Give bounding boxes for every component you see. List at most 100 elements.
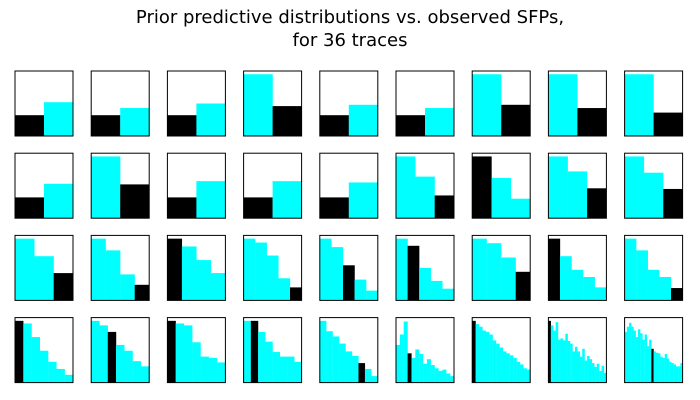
prior-bar <box>56 368 65 383</box>
prior-bar <box>442 369 447 383</box>
prior-bar <box>415 176 435 219</box>
prior-bar <box>48 361 57 383</box>
panel-frame <box>90 317 150 384</box>
prior-bar <box>584 360 588 383</box>
panel-frame <box>166 70 226 137</box>
panel <box>243 317 303 384</box>
prior-bar <box>34 256 54 301</box>
observed-bar <box>358 363 366 383</box>
prior-bar <box>596 363 600 383</box>
prior-bar <box>31 337 41 383</box>
panel <box>395 317 455 384</box>
prior-bar <box>574 346 578 383</box>
observed-bar <box>167 197 197 219</box>
prior-bar <box>509 355 514 383</box>
prior-bar <box>132 361 142 383</box>
prior-bar <box>492 340 497 383</box>
panel <box>319 317 379 384</box>
prior-bar <box>501 257 516 301</box>
panel <box>319 70 379 137</box>
observed-bar <box>671 288 683 301</box>
prior-bar <box>591 363 595 383</box>
prior-bar <box>560 338 564 383</box>
panel-frame <box>471 234 531 301</box>
prior-bar <box>294 361 302 383</box>
panel-frame <box>395 70 455 137</box>
prior-bar <box>647 269 660 301</box>
panel <box>624 317 684 384</box>
prior-bar <box>266 255 279 301</box>
prior-bar <box>399 334 404 383</box>
prior-bar <box>594 287 607 301</box>
prior-bar <box>571 269 584 301</box>
panel <box>90 152 150 219</box>
prior-bar <box>680 363 683 383</box>
prior-bar <box>332 336 340 383</box>
prior-bar <box>646 346 650 383</box>
prior-bar <box>642 339 645 383</box>
prior-bar <box>526 369 531 383</box>
panel <box>471 317 531 384</box>
panel-frame <box>166 317 226 384</box>
prior-bar <box>633 330 636 383</box>
prior-bar <box>278 278 291 301</box>
prior-bar <box>624 238 637 301</box>
panel <box>395 152 455 219</box>
panel <box>90 70 150 137</box>
prior-bar <box>64 374 74 383</box>
prior-bar <box>519 364 524 383</box>
observed-bar <box>243 197 273 219</box>
prior-bar <box>570 343 573 383</box>
prior-bar <box>523 368 527 383</box>
panel-frame <box>547 234 607 301</box>
panel <box>166 152 226 219</box>
observed-bar <box>663 188 683 219</box>
prior-bar <box>675 366 679 383</box>
prior-bar <box>192 342 201 383</box>
prior-bar <box>364 368 372 383</box>
prior-bar <box>594 367 597 383</box>
prior-bar <box>124 350 133 383</box>
prior-bar <box>272 352 280 383</box>
prior-bar <box>258 331 266 383</box>
prior-bar <box>181 246 197 301</box>
panel <box>166 317 226 384</box>
prior-bar <box>105 250 121 301</box>
prior-bar <box>513 357 517 383</box>
prior-bar <box>491 177 512 219</box>
observed-bar <box>472 320 476 383</box>
panel-frame <box>395 152 455 219</box>
prior-bar <box>624 156 645 219</box>
observed-bar <box>290 287 302 301</box>
prior-bar <box>331 247 344 301</box>
panel <box>547 152 607 219</box>
prior-bar <box>587 355 590 383</box>
panel <box>14 317 74 384</box>
panel <box>166 234 226 301</box>
prior-bar <box>352 355 359 383</box>
prior-bar <box>91 320 100 383</box>
observed-bar <box>134 284 150 301</box>
prior-bar <box>200 356 209 383</box>
prior-bar <box>577 351 580 383</box>
prior-bar <box>637 329 641 383</box>
panel-frame <box>166 234 226 301</box>
prior-bar <box>472 238 487 301</box>
prior-bar <box>196 181 226 219</box>
observed-bar <box>167 115 197 136</box>
prior-bar <box>411 357 416 383</box>
prior-bar <box>120 108 150 136</box>
observed-bar <box>319 197 349 219</box>
panel <box>624 70 684 137</box>
panel <box>624 152 684 219</box>
prior-bar <box>601 365 605 383</box>
prior-bar <box>446 373 451 383</box>
prior-bar <box>396 344 401 383</box>
prior-bar <box>482 330 486 383</box>
prior-bar <box>348 104 378 136</box>
prior-bar <box>450 376 455 383</box>
prior-bar <box>196 103 226 136</box>
panel <box>319 234 379 301</box>
prior-bar <box>183 325 193 383</box>
